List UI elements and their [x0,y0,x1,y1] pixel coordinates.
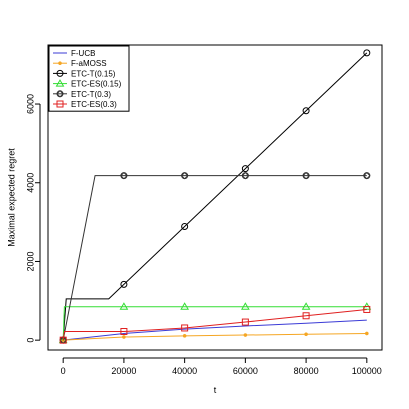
data-point [304,332,308,337]
x-tick-label: 60000 [233,366,258,376]
legend-entry: ETC-ES(0.3) [71,100,117,109]
legend-entry: ETC-T(0.15) [71,69,116,78]
data-point-inner [302,172,310,180]
data-point [243,333,248,337]
data-point [120,328,128,336]
y-tick-label: 2000 [25,251,35,271]
series-0 [63,319,367,341]
data-point [302,107,310,115]
data-point [364,331,369,336]
data-point [122,335,126,339]
data-point [119,302,129,310]
y-tick-label: 6000 [25,94,35,114]
data-point [180,302,190,310]
data-point [241,165,249,173]
x-axis-label: t [214,385,217,395]
y-tick-label: 0 [25,338,35,343]
series-line [63,319,367,341]
series-5 [59,305,371,344]
series-1 [61,331,369,343]
x-axis: 0 20000 40000 60000 80000 100000 [61,357,382,376]
data-point [181,222,189,230]
series-layer [58,49,372,344]
data-point [301,302,311,310]
data-point [363,49,371,57]
series-4 [59,172,371,344]
legend-marker-inner [56,90,64,98]
y-tick-label: 4000 [25,173,35,193]
legend-marker [55,79,65,87]
data-point-inner [363,172,371,180]
legend-marker [56,100,64,108]
legend-marker [58,61,62,66]
legend-entry: F-aMOSS [71,59,107,68]
data-point-inner [241,172,249,180]
series-line [62,308,367,341]
legend-entry: F-UCB [71,49,95,58]
legend-box [48,45,130,112]
y-axis-label: Maximal expected regret [6,148,16,247]
data-point [59,336,67,344]
data-point [120,280,128,288]
y-axis: 0 2000 4000 6000 [25,94,41,343]
legend-marker [56,69,64,77]
series-line [63,332,367,341]
data-point [182,333,187,338]
data-point [363,305,371,313]
plot-frame [47,44,383,351]
data-point-inner [181,172,189,180]
x-tick-label: 20000 [111,366,136,376]
x-tick-label: 80000 [294,366,319,376]
series-line [62,175,367,341]
x-tick-label: 0 [61,366,66,376]
data-point [240,302,250,310]
legend-entry: ETC-ES(0.15) [71,80,122,89]
data-point [181,324,189,332]
data-point-inner [120,172,128,180]
series-line [62,306,367,341]
x-tick-label: 100000 [352,366,382,376]
data-point [302,312,310,320]
legend-entry: ETC-T(0.3) [71,90,111,99]
data-point [241,318,249,326]
x-tick-label: 40000 [172,366,197,376]
